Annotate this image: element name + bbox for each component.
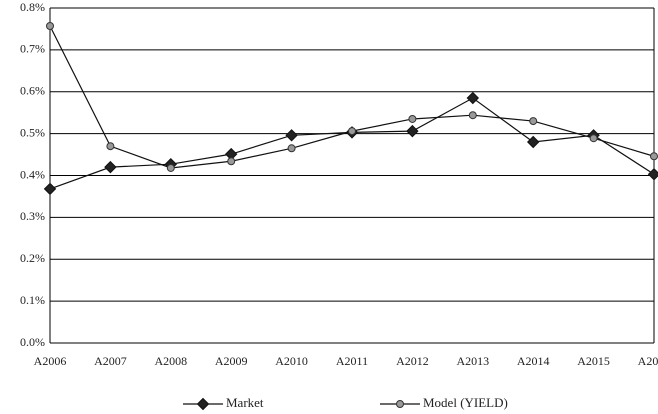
marker	[104, 160, 117, 174]
x-tick-label: A2014	[517, 354, 550, 368]
legend-marker	[396, 400, 404, 408]
x-tick-label: A2006	[34, 354, 67, 368]
y-tick-label: 0.1%	[20, 293, 45, 307]
marker	[466, 91, 480, 105]
x-tick-label: A2012	[396, 354, 429, 368]
marker	[287, 144, 296, 153]
x-tick-label: A2015	[577, 354, 610, 368]
x-tick-label: A2013	[456, 354, 489, 368]
legend-marker	[196, 397, 210, 411]
legend-label: Market	[226, 395, 264, 410]
marker	[285, 129, 298, 142]
marker	[43, 182, 57, 196]
x-tick-label: A2011	[336, 354, 368, 368]
marker	[46, 22, 54, 31]
marker	[529, 117, 538, 126]
x-tick-label: A2016	[638, 354, 658, 368]
marker	[408, 114, 417, 123]
x-tick-label: A2009	[215, 354, 248, 368]
y-tick-label: 0.7%	[20, 42, 45, 56]
x-tick-label: A2007	[94, 354, 127, 368]
marker	[106, 142, 115, 151]
y-tick-label: 0.0%	[20, 335, 45, 349]
marker	[227, 157, 236, 166]
x-tick-label: A2010	[275, 354, 308, 368]
y-tick-label: 0.8%	[20, 0, 45, 14]
series-line	[49, 25, 655, 169]
y-tick-label: 0.6%	[20, 84, 45, 98]
y-tick-label: 0.2%	[20, 251, 45, 265]
marker	[647, 168, 658, 181]
marker	[166, 163, 175, 172]
marker	[406, 124, 419, 138]
y-tick-label: 0.5%	[20, 125, 45, 139]
y-tick-label: 0.3%	[20, 209, 45, 223]
marker	[650, 152, 658, 161]
legend-label: Model (YIELD)	[423, 395, 508, 410]
marker	[348, 127, 356, 136]
y-tick-label: 0.4%	[20, 167, 45, 181]
x-tick-label: A2008	[154, 354, 187, 368]
marker	[526, 135, 540, 149]
marker	[589, 134, 598, 143]
marker	[468, 111, 477, 120]
